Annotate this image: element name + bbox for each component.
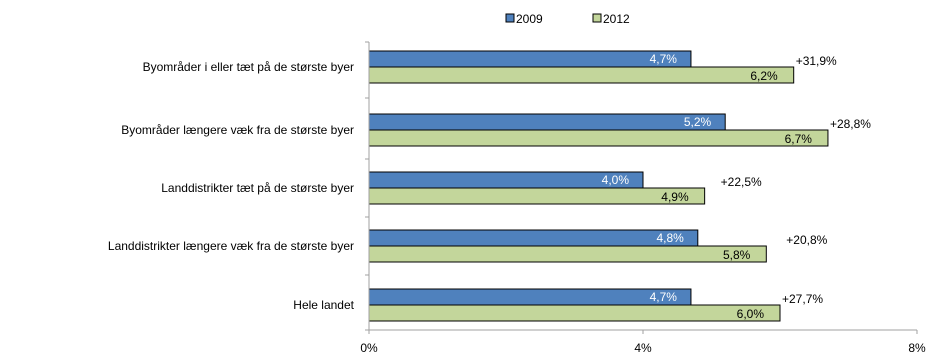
change-label: +31,9% bbox=[796, 54, 837, 68]
x-axis: 0% 4% 8% bbox=[360, 41, 926, 355]
category-label: Hele landet bbox=[293, 298, 354, 312]
bar-2009 bbox=[368, 50, 692, 68]
bar-value-label-2012: 4,9% bbox=[661, 190, 689, 204]
change-label: +27,7% bbox=[782, 292, 823, 306]
bar-value-label-2009: 4,7% bbox=[650, 290, 678, 304]
bar-2012 bbox=[368, 187, 706, 205]
bar-value-label-2012: 6,0% bbox=[737, 307, 765, 321]
legend-swatch-2009 bbox=[505, 13, 515, 23]
x-tick-label: 0% bbox=[360, 341, 378, 355]
plot-area: Byområder i eller tæt på de største byer… bbox=[108, 50, 871, 322]
bar-2012 bbox=[368, 66, 795, 84]
bar-2009 bbox=[368, 113, 726, 131]
bar-value-label-2012: 6,2% bbox=[750, 69, 778, 83]
x-tick-label: 4% bbox=[634, 341, 652, 355]
bar-2009 bbox=[368, 288, 692, 306]
bar-value-label-2012: 6,7% bbox=[785, 132, 813, 146]
category-label: Landdistrikter tæt på de største byer bbox=[161, 181, 354, 195]
legend-label-2012: 2012 bbox=[603, 12, 630, 26]
change-label: +22,5% bbox=[721, 175, 762, 189]
x-tick-label: 8% bbox=[908, 341, 926, 355]
bar-value-label-2009: 4,0% bbox=[602, 173, 630, 187]
category-label: Byområder i eller tæt på de største byer bbox=[143, 60, 354, 74]
change-label: +28,8% bbox=[830, 117, 871, 131]
bar-value-label-2012: 5,8% bbox=[723, 248, 751, 262]
bar-value-label-2009: 4,8% bbox=[656, 231, 684, 245]
bar-2012 bbox=[368, 304, 781, 322]
bar-2009 bbox=[368, 229, 699, 247]
category-label: Landdistrikter længere væk fra de størst… bbox=[108, 239, 354, 253]
legend-swatch-2012 bbox=[592, 13, 602, 23]
category-label: Byområder længere væk fra de største bye… bbox=[121, 123, 354, 137]
bar-value-label-2009: 5,2% bbox=[684, 115, 712, 129]
change-label: +20,8% bbox=[786, 233, 827, 247]
bar-value-label-2009: 4,7% bbox=[650, 52, 678, 66]
legend-label-2009: 2009 bbox=[516, 12, 543, 26]
legend: 2009 2012 bbox=[505, 12, 630, 26]
bar-2012 bbox=[368, 129, 829, 147]
bar-2012 bbox=[368, 245, 767, 263]
